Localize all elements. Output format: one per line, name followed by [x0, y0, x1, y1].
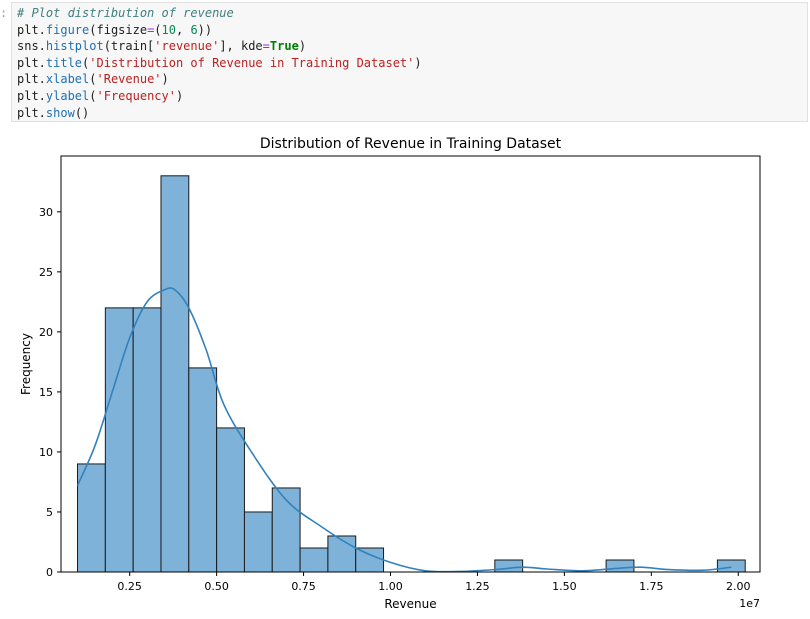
code-token: (	[89, 88, 97, 103]
code-token: (	[154, 22, 162, 37]
y-axis-ticks: 0 5 10 15 20 25 30	[39, 206, 61, 579]
code-token: (	[89, 72, 97, 87]
histogram-bar	[494, 559, 524, 573]
x-tick-label: 1.50	[552, 580, 577, 593]
histogram-bar	[132, 307, 162, 573]
code-token: histplot	[45, 39, 104, 54]
code-token: =	[147, 22, 155, 37]
chart-title: Distribution of Revenue in Training Data…	[260, 136, 562, 152]
code-line: # Plot distribution of revenue	[17, 5, 807, 22]
x-axis-label: Revenue	[384, 597, 436, 611]
code-token: )	[161, 72, 169, 87]
code-token: figure	[45, 22, 90, 37]
code-token: True	[269, 39, 299, 54]
y-tick-label: 15	[39, 386, 53, 399]
histogram-bar	[216, 427, 245, 573]
code-token: 'revenue'	[154, 39, 220, 54]
code-token: plt.	[17, 88, 46, 103]
code-token: plt.	[17, 55, 46, 70]
code-token: plt.	[17, 72, 46, 87]
histogram-bars	[77, 175, 746, 573]
histogram-bar	[104, 307, 134, 573]
code-token: 10	[161, 22, 176, 37]
code-token: (train[	[103, 39, 155, 54]
y-tick-label: 0	[46, 566, 53, 579]
code-token: =	[262, 39, 270, 54]
y-tick-label: 30	[39, 206, 53, 219]
code-token: sns.	[17, 39, 46, 54]
code-token: 'Frequency'	[96, 88, 176, 103]
y-tick-label: 25	[39, 266, 53, 279]
code-token: (figsize	[89, 22, 148, 37]
code-token: ], kde	[219, 39, 263, 54]
code-token: xlabel	[45, 72, 90, 87]
x-axis-ticks: 0.25 0.50 0.75 1.00 1.25 1.50 1.75 2.00	[117, 572, 751, 593]
code-line: plt.show()	[17, 105, 807, 122]
code-line: sns.histplot(train['revenue'], kde=True)	[17, 38, 807, 55]
y-tick-label: 20	[39, 326, 53, 339]
x-tick-label: 0.50	[204, 580, 229, 593]
code-token: # Plot distribution of revenue	[17, 6, 234, 20]
code-token: title	[45, 55, 83, 70]
code-token: (	[82, 55, 90, 70]
code-line: plt.xlabel('Revenue')	[17, 71, 807, 88]
code-token: plt.	[17, 22, 46, 37]
code-token: 'Revenue'	[96, 72, 162, 87]
y-tick-label: 10	[39, 446, 53, 459]
y-axis-label: Frequency	[19, 333, 33, 395]
histogram-bar	[355, 547, 385, 573]
code-token: show	[45, 105, 75, 120]
code-token: plt.	[17, 105, 46, 120]
code-line: plt.ylabel('Frequency')	[17, 88, 807, 105]
kde-curve	[76, 287, 732, 573]
histogram-bar	[716, 559, 746, 573]
x-tick-label: 1.25	[465, 580, 490, 593]
code-token: ,	[175, 22, 191, 37]
code-token: )	[414, 55, 422, 70]
code-token: )	[298, 39, 307, 54]
x-tick-label: 1.75	[639, 580, 664, 593]
code-token: ))	[197, 22, 213, 37]
code-token: )	[175, 88, 184, 103]
code-token: 6	[190, 22, 198, 37]
x-tick-label: 1.00	[378, 580, 403, 593]
code-token: ylabel	[45, 88, 90, 103]
histogram-bar	[243, 511, 273, 573]
y-tick-label: 5	[46, 506, 53, 519]
code-editor[interactable]: # Plot distribution of revenue plt.figure…	[11, 2, 808, 122]
cell-prompt: :	[0, 6, 8, 20]
x-tick-label: 0.25	[117, 580, 142, 593]
code-line: plt.figure(figsize=(10, 6))	[17, 22, 807, 39]
histogram-bar	[160, 175, 190, 573]
code-token: ()	[74, 105, 90, 120]
x-tick-label: 2.00	[726, 580, 751, 593]
histogram-bar	[299, 547, 329, 573]
histogram-bar	[327, 535, 357, 573]
code-line: plt.title('Distribution of Revenue in Tr…	[17, 55, 807, 72]
code-token: 'Distribution of Revenue in Training Dat…	[89, 55, 415, 70]
x-tick-label: 0.75	[291, 580, 316, 593]
x-axis-offset-label: 1e7	[739, 597, 760, 610]
histogram-bar	[77, 463, 106, 573]
plot-frame	[60, 155, 761, 573]
histogram-bar	[188, 367, 218, 573]
histogram-bar	[605, 559, 635, 573]
